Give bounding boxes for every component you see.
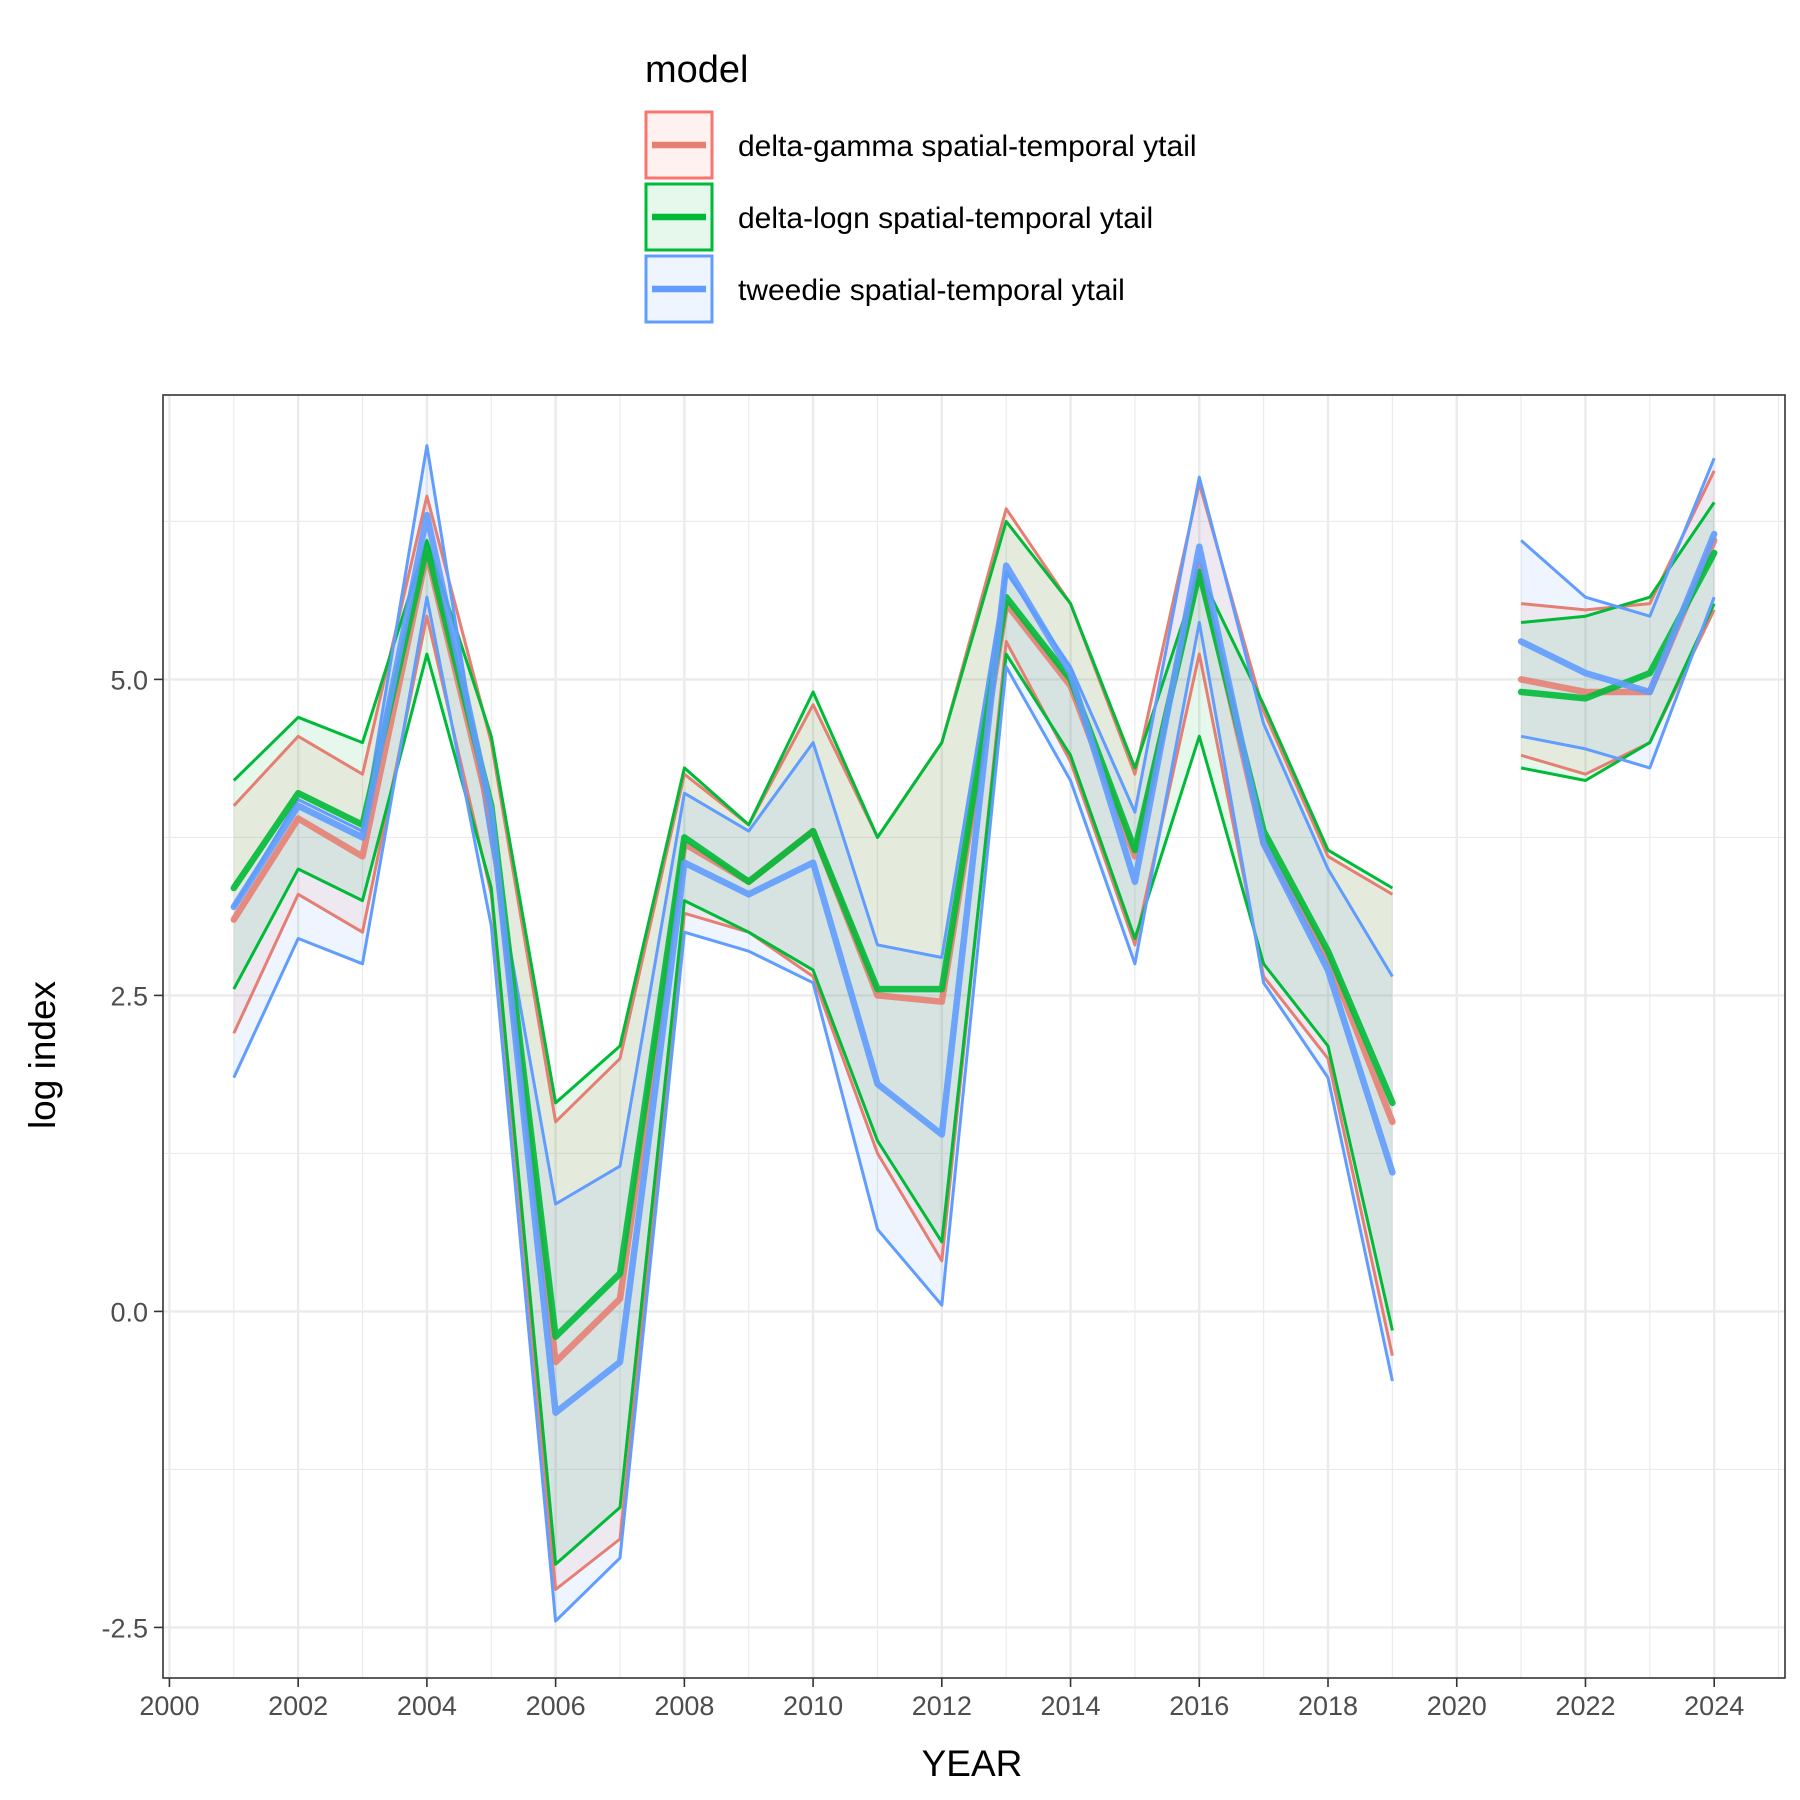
y-tick-label: -2.5: [101, 1613, 148, 1643]
legend-item-delta-logn: delta-logn spatial-temporal ytail: [644, 182, 1153, 252]
x-tick-label: 2010: [783, 1691, 843, 1721]
legend-keys: delta-gamma spatial-temporal ytail delta-…: [644, 110, 1197, 324]
legend-label-delta-logn: delta-logn spatial-temporal ytail: [738, 202, 1153, 235]
tweedie-estimate-line: [230, 511, 1396, 1416]
x-tick-label: 2020: [1427, 1691, 1487, 1721]
legend: model delta-gamma spatial-temporal ytail…: [644, 49, 1197, 324]
delta-logn-lower-bound-line: [232, 652, 1394, 1566]
x-tick-label: 2006: [526, 1691, 586, 1721]
y-tick-label: 0.0: [110, 1297, 148, 1327]
y-axis-title: log index: [22, 980, 63, 1129]
x-axis: 2000 2002 2004 2006 2008 2010 2012 2014 2016 2018…: [139, 1678, 1744, 1721]
x-tick-label: 2008: [654, 1691, 714, 1721]
delta-logn-estimate-line: [230, 543, 1396, 1340]
x-tick-label: 2002: [268, 1691, 328, 1721]
grid: [163, 395, 1785, 1678]
delta-gamma-lower-bound-line: [232, 614, 1394, 1591]
legend-label-tweedie: tweedie spatial-temporal ytail: [738, 274, 1125, 307]
legend-item-delta-gamma: delta-gamma spatial-temporal ytail: [644, 110, 1197, 180]
x-tick-label: 2012: [912, 1691, 972, 1721]
bounds: [232, 444, 1716, 1623]
x-tick-label: 2016: [1169, 1691, 1229, 1721]
x-tick-label: 2004: [397, 1691, 457, 1721]
x-tick-label: 2022: [1555, 1691, 1615, 1721]
y-axis: -2.5 0.0 2.5 5.0: [101, 665, 163, 1643]
x-tick-label: 2018: [1298, 1691, 1358, 1721]
x-axis-title: YEAR: [922, 1743, 1023, 1784]
estimates: [230, 511, 1718, 1416]
plot-panel: [162, 394, 1786, 1679]
tweedie-lower-bound-line: [1520, 596, 1716, 770]
y-tick-label: 5.0: [110, 665, 148, 695]
tweedie-upper-bound-line: [1520, 457, 1716, 618]
tweedie-upper-bound-line: [232, 444, 1394, 1206]
legend-item-tweedie: tweedie spatial-temporal ytail: [644, 254, 1125, 324]
x-tick-label: 2000: [139, 1691, 199, 1721]
y-tick-label: 2.5: [110, 981, 148, 1011]
tweedie-lower-bound-line: [232, 595, 1394, 1623]
legend-title: model: [645, 49, 749, 91]
x-tick-label: 2014: [1041, 1691, 1101, 1721]
delta-logn-ci-ribbon: [1521, 502, 1715, 781]
panel-border: [162, 394, 1786, 1679]
delta-logn-lower-bound-line: [1520, 602, 1716, 782]
legend-label-delta-gamma: delta-gamma spatial-temporal ytail: [738, 130, 1197, 163]
x-tick-label: 2024: [1684, 1691, 1744, 1721]
tweedie-estimate-line: [1517, 530, 1718, 696]
